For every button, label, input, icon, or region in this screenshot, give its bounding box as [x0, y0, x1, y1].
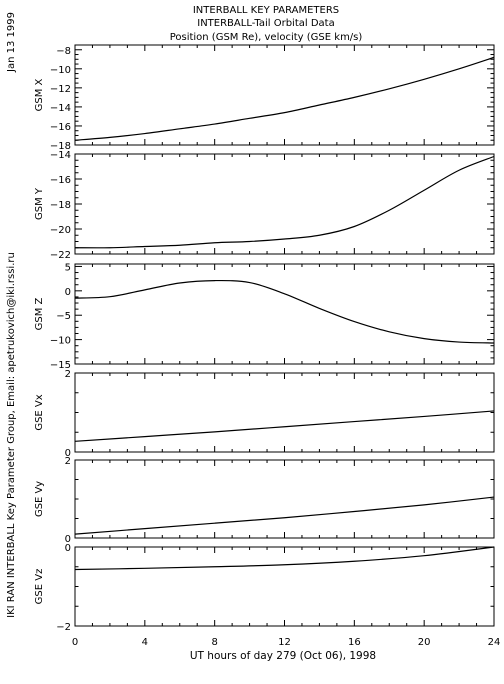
y-tick-label: −10: [50, 65, 71, 76]
y-axis-label: GSM Z: [34, 297, 45, 330]
y-tick-label: −15: [50, 360, 71, 371]
y-tick-label: 2: [65, 456, 71, 467]
panel-3: 5 0 −5 −10 −15 GSM Z: [34, 262, 495, 371]
series-line: [74, 155, 495, 249]
series-line: [74, 410, 495, 442]
x-tick-label: 16: [348, 637, 361, 648]
panel-frame: [74, 263, 495, 365]
y-tick-label: 0: [65, 534, 71, 545]
y-axis-label: GSM X: [34, 78, 45, 111]
y-tick-label: −18: [50, 200, 71, 211]
y-axis-label: GSM Y: [34, 187, 45, 220]
series-line: [74, 56, 495, 141]
panel-frame: [74, 44, 495, 146]
x-axis-label: UT hours of day 279 (Oct 06), 1998: [190, 650, 376, 662]
side-credit: IKI RAN INTERBALL Key Parameter Group, E…: [6, 252, 17, 618]
panel-2: −14 −16 −18 −20 −22 GSM Y: [34, 150, 495, 261]
y-tick-label: −14: [50, 103, 71, 114]
series-line: [74, 279, 495, 344]
x-tick-label: 12: [278, 637, 291, 648]
y-tick-label: 2: [65, 369, 71, 380]
series-line: [74, 496, 495, 535]
panel-4: 2 0 GSE Vx: [34, 369, 495, 459]
y-tick-label: −16: [50, 122, 71, 133]
x-tick-label: 24: [488, 637, 501, 648]
y-tick-label: −2: [56, 622, 71, 633]
x-tick-label: 20: [418, 637, 431, 648]
y-axis-label: GSE Vx: [34, 394, 45, 430]
y-tick-label: 0: [65, 287, 71, 298]
y-tick-label: 5: [65, 262, 71, 273]
x-tick-label: 0: [72, 637, 78, 648]
x-tick-label: 4: [142, 637, 148, 648]
panel-frame: [74, 459, 495, 539]
y-tick-label: −12: [50, 84, 71, 95]
x-tick-label: 8: [211, 637, 217, 648]
y-tick-label: −20: [50, 225, 71, 236]
panel-frame: [74, 546, 495, 627]
y-axis-label: GSE Vz: [34, 569, 45, 605]
series-line: [74, 546, 495, 571]
y-tick-label: 0: [65, 448, 71, 459]
y-tick-label: −10: [50, 336, 71, 347]
title-line-1: INTERBALL KEY PARAMETERS: [193, 5, 339, 16]
y-tick-label: −16: [50, 175, 71, 186]
panel-6: 0 −2 GSE Vz: [34, 543, 495, 633]
date-label: Jan 13 1999: [6, 12, 17, 73]
panel-5: 2 0 GSE Vy: [34, 456, 495, 545]
y-axis-label: GSE Vy: [34, 481, 45, 517]
panel-1: −8 −10 −12 −14 −16 −18 GSM X: [34, 44, 495, 152]
y-tick-label: −14: [50, 150, 71, 161]
title-line-2: INTERBALL-Tail Orbital Data: [197, 18, 334, 29]
title-line-3: Position (GSM Re), velocity (GSE km/s): [170, 32, 363, 43]
y-tick-label: −18: [50, 141, 71, 152]
y-tick-label: 0: [65, 543, 71, 554]
y-tick-label: −22: [50, 250, 71, 261]
y-tick-label: −8: [56, 46, 71, 57]
panel-frame: [74, 372, 495, 453]
y-tick-label: −5: [56, 311, 71, 322]
